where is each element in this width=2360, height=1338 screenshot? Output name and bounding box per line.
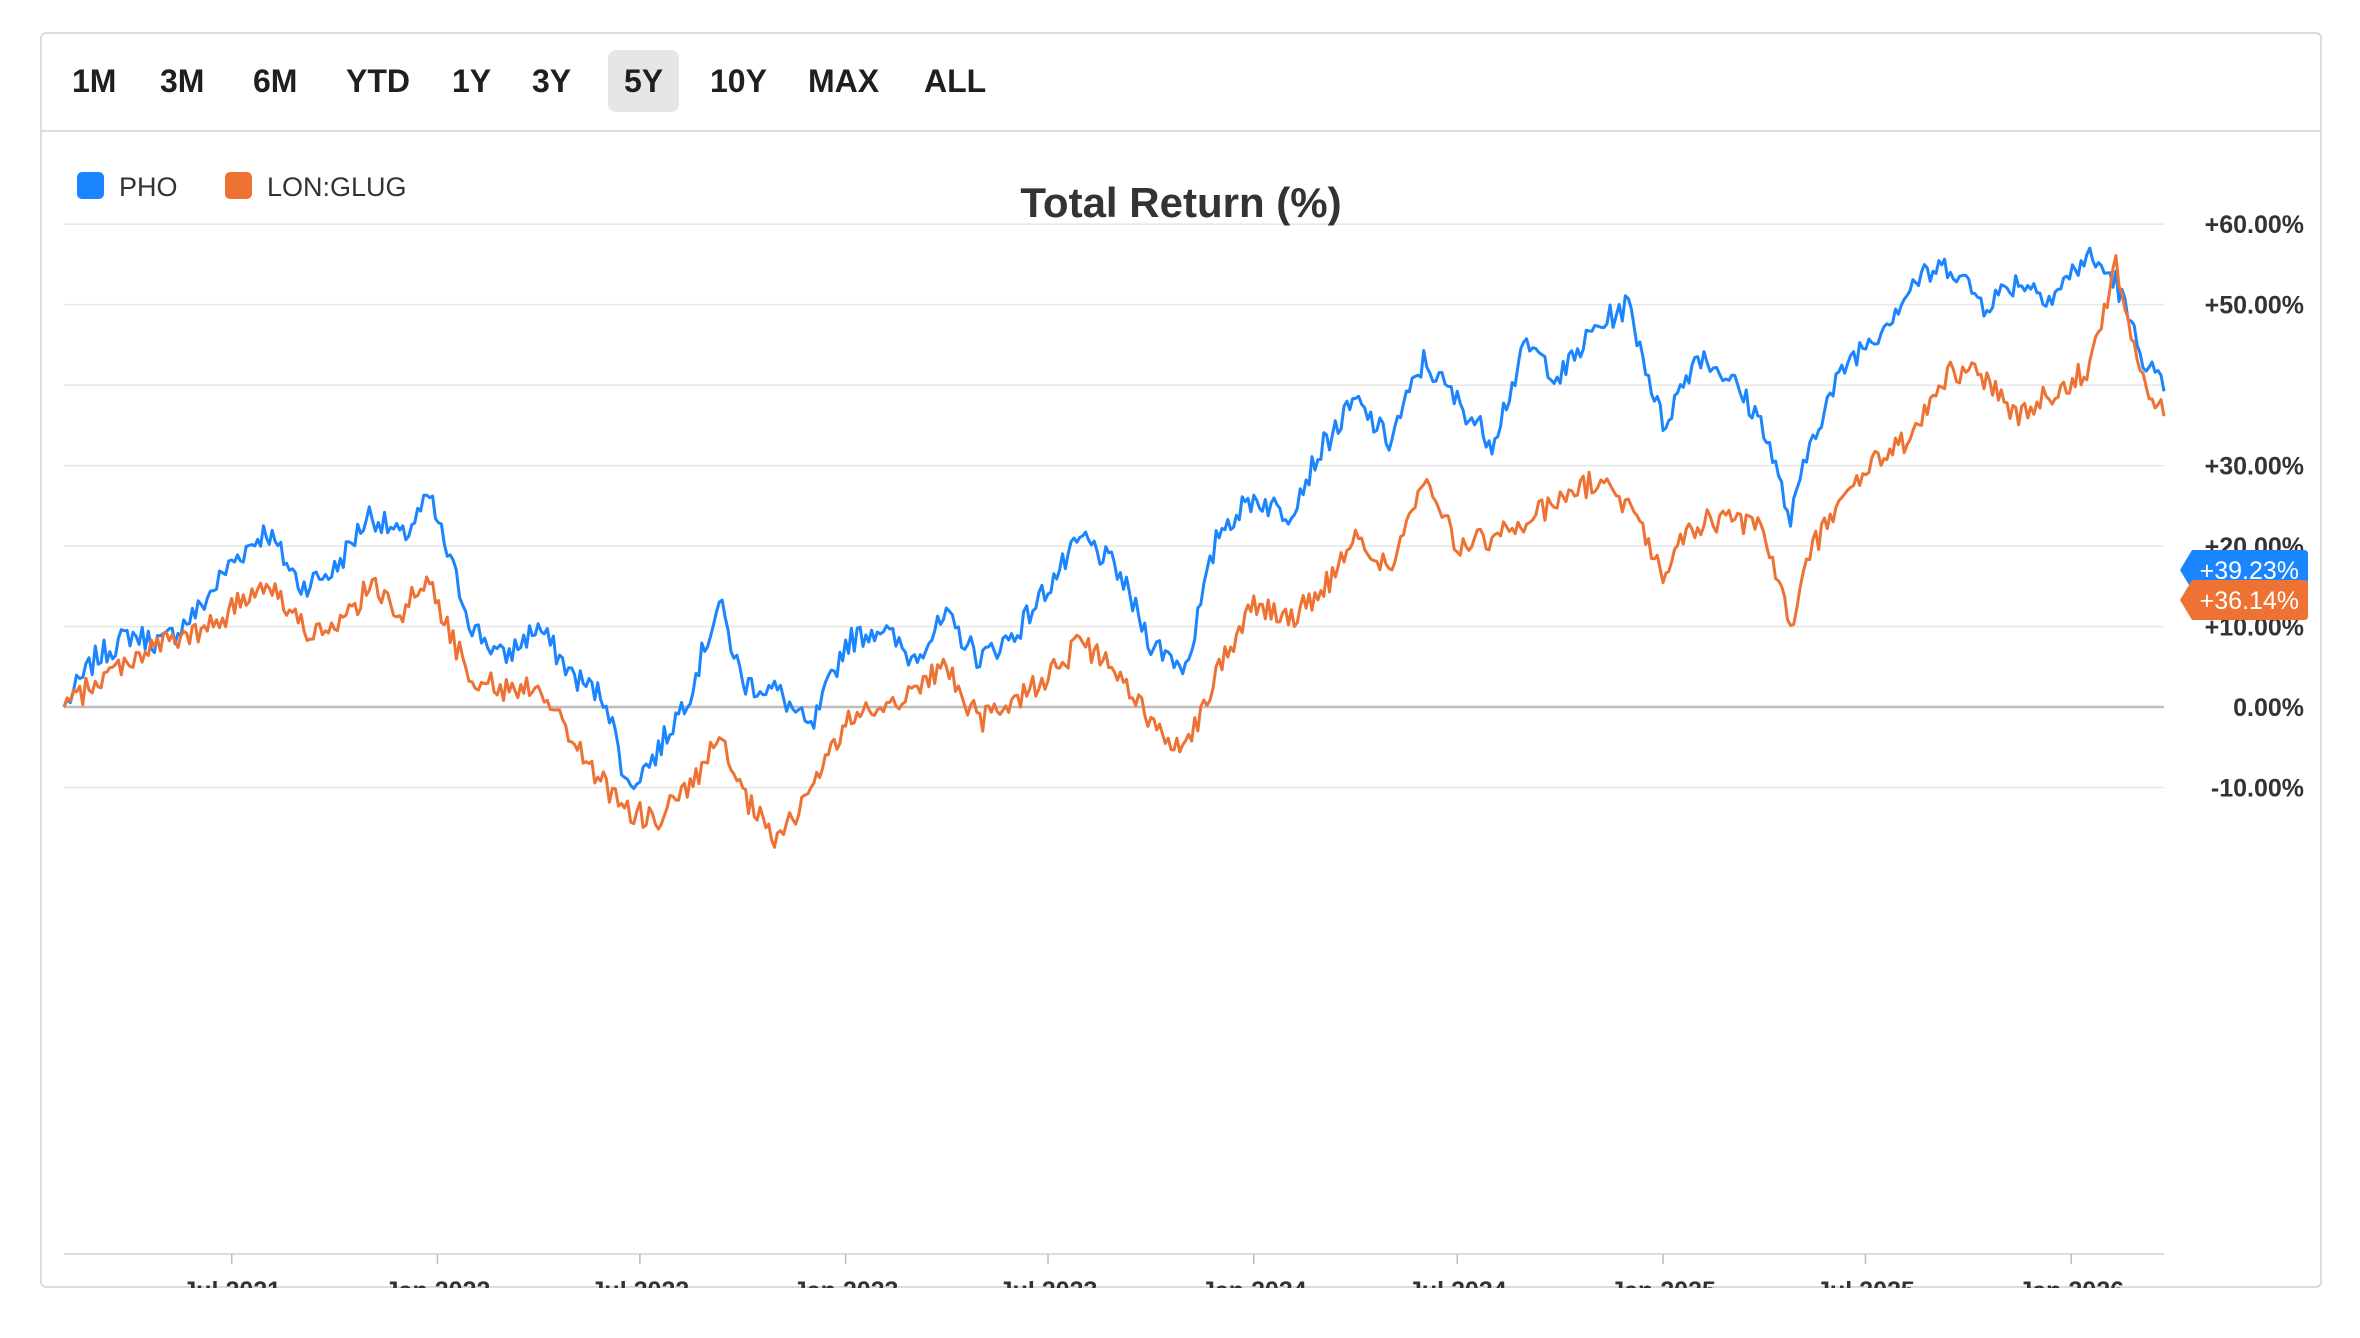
range-tab-1m[interactable]: 1M xyxy=(72,63,117,99)
range-tab-3y[interactable]: 3Y xyxy=(532,63,572,99)
end-flag-glug xyxy=(2180,580,2308,620)
range-tab-1y[interactable]: 1Y xyxy=(452,63,492,99)
y-tick-label: 0.00% xyxy=(2233,694,2304,722)
chart-card: 1M 3M 6M YTD 1Y 3Y 5Y 10Y MAX ALL +60.00… xyxy=(40,32,2322,1305)
range-tab-6m[interactable]: 6M xyxy=(253,63,298,99)
x-tick-label: Jul 2022 xyxy=(591,1277,690,1288)
range-tab-max[interactable]: MAX xyxy=(808,63,880,99)
chart-title: Total Return (%) xyxy=(1020,179,1341,226)
legend: PHO LON:GLUG xyxy=(77,172,407,202)
legend-swatch-pho xyxy=(77,172,104,199)
range-tab-3m[interactable]: 3M xyxy=(160,63,205,99)
total-return-chart: +60.00%+50.00%+30.00%+20.00%+10.00%0.00%… xyxy=(62,172,2308,1305)
legend-label-glug: LON:GLUG xyxy=(267,172,407,202)
x-tick-label: Jul 2024 xyxy=(1408,1277,1507,1288)
x-tick-label: Jan 2026 xyxy=(2018,1277,2124,1288)
x-tick-label: Jan 2023 xyxy=(793,1277,899,1288)
end-value-labels: +39.23%+36.14% xyxy=(2180,550,2308,620)
x-tick-label: Jul 2021 xyxy=(182,1277,281,1288)
range-tab-10y[interactable]: 10Y xyxy=(710,63,767,99)
legend-swatch-glug xyxy=(225,172,252,199)
x-tick-label: Jan 2024 xyxy=(1201,1277,1307,1288)
range-tab-ytd[interactable]: YTD xyxy=(346,63,410,99)
y-tick-label: -10.00% xyxy=(2211,775,2304,803)
x-axis-labels: Jul 2021 Jan 2022 Jul 2022 Jan 2023 Jul 2023… xyxy=(182,1254,2124,1305)
x-tick-label: Jan 2022 xyxy=(385,1277,491,1288)
y-axis-labels: +60.00%+50.00%+30.00%+20.00%+10.00%0.00%… xyxy=(2205,211,2304,802)
y-tick-label: +60.00% xyxy=(2205,211,2304,239)
y-tick-label: +30.00% xyxy=(2205,453,2304,481)
chart-area: +60.00% +50.00% +30.00% +20.00% +10.00% 0.00%… xyxy=(42,132,2320,1305)
series-lines xyxy=(62,246,2166,849)
series-line-glug xyxy=(62,254,2166,849)
x-tick-label: Jan 2025 xyxy=(1610,1277,1716,1288)
x-tick-label: Jul 2025 xyxy=(1816,1277,1915,1288)
range-tab-5y[interactable]: 5Y xyxy=(608,50,680,112)
gridlines xyxy=(64,223,2164,1255)
x-tick-label: Jul 2023 xyxy=(999,1277,1098,1288)
y-tick-label: +50.00% xyxy=(2205,292,2304,320)
series-line-pho xyxy=(62,246,2166,791)
range-toolbar: 1M 3M 6M YTD 1Y 3Y 5Y 10Y MAX ALL xyxy=(42,34,2320,132)
legend-label-pho: PHO xyxy=(119,172,178,202)
end-label-glug: +36.14% xyxy=(2200,587,2299,615)
range-tab-all[interactable]: ALL xyxy=(924,63,987,99)
